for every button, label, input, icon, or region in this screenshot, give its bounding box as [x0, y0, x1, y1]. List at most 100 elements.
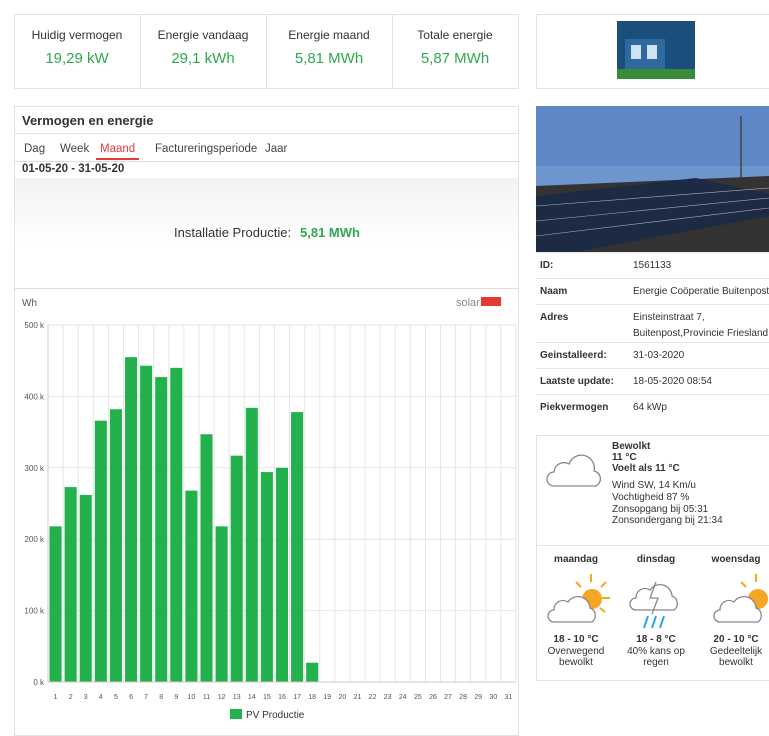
legend-swatch [230, 709, 242, 719]
x-tick-label: 31 [505, 694, 513, 701]
x-tick-label: 21 [354, 694, 362, 701]
bar [170, 368, 182, 682]
info-label: Adres [540, 312, 568, 323]
x-tick-label: 3 [84, 694, 88, 701]
tab[interactable]: Week [60, 143, 89, 155]
forecast-desc: regen [616, 657, 696, 668]
x-tick-label: 1 [54, 694, 58, 701]
stat-value: 5,87 MWh [392, 50, 518, 67]
divider [14, 133, 519, 134]
x-tick-label: 4 [99, 694, 103, 701]
bar [261, 472, 273, 682]
info-value: 64 kWp [633, 402, 667, 413]
x-tick-label: 24 [399, 694, 407, 701]
bar [65, 487, 77, 682]
bar [125, 357, 137, 682]
tab[interactable]: Maand [96, 143, 139, 160]
site-photo [536, 106, 769, 252]
forecast-desc: bewolkt [536, 657, 616, 668]
logo-box [536, 14, 769, 89]
x-tick-label: 25 [414, 694, 422, 701]
y-tick-label: 500 k [24, 321, 45, 330]
x-tick-label: 29 [474, 694, 482, 701]
x-tick-label: 16 [278, 694, 286, 701]
forecast-desc: bewolkt [696, 657, 769, 668]
x-tick-label: 14 [248, 694, 256, 701]
panel-title: Vermogen en energie [22, 113, 154, 128]
x-tick-label: 12 [218, 694, 226, 701]
weather-line: Vochtigheid 87 % [612, 492, 689, 503]
x-tick-label: 27 [444, 694, 452, 701]
stat-divider [140, 14, 141, 89]
bar [231, 456, 243, 682]
x-tick-label: 26 [429, 694, 437, 701]
info-value: 1561133 [633, 260, 671, 271]
weather-line: Zonsopgang bij 05:31 [612, 504, 708, 515]
y-tick-label: 100 k [24, 607, 45, 616]
bar [246, 408, 258, 682]
stat-label: Huidig vermogen [14, 28, 140, 42]
weather-line: 11 °C [612, 452, 637, 463]
x-tick-label: 10 [188, 694, 196, 701]
page: {"header":{"stats":[{"label":"Huidig ver… [0, 0, 769, 729]
divider [536, 545, 769, 546]
stat-value: 19,29 kW [14, 50, 140, 67]
stat-label: Energie maand [266, 28, 392, 42]
info-label: Piekvermogen [540, 402, 608, 413]
tab[interactable]: Dag [24, 143, 45, 155]
info-label: Naam [540, 286, 567, 297]
stat-value: 29,1 kWh [140, 50, 266, 67]
x-tick-label: 19 [323, 694, 331, 701]
y-tick-label: 200 k [24, 535, 45, 544]
bar [216, 526, 228, 682]
date-range: 01-05-20 - 31-05-20 [22, 163, 124, 175]
forecast-desc: Gedeeltelijk [696, 646, 769, 657]
chart: Wh0 k100 k200 k300 k400 k500 k1234567891… [14, 289, 519, 729]
x-tick-label: 18 [308, 694, 316, 701]
tab[interactable]: Jaar [265, 143, 287, 155]
stat-divider [392, 14, 393, 89]
legend-label: PV Productie [246, 710, 305, 721]
info-label: ID: [540, 260, 553, 271]
bar [200, 434, 212, 682]
stat-label: Energie vandaag [140, 28, 266, 42]
info-value: Einsteinstraat 7, [633, 312, 705, 323]
bar [95, 421, 107, 682]
x-tick-label: 9 [174, 694, 178, 701]
x-tick-label: 28 [459, 694, 467, 701]
cloud-icon [544, 452, 608, 492]
x-tick-label: 5 [114, 694, 118, 701]
bar [140, 366, 152, 682]
info-value: Energie Coöperatie Buitenpost [633, 286, 769, 297]
bar [185, 491, 197, 682]
weather-line: Zonsondergang bij 21:34 [612, 515, 723, 526]
bar [155, 377, 167, 682]
x-tick-label: 7 [144, 694, 148, 701]
weather-line: Wind SW, 14 Km/u [612, 480, 696, 491]
x-tick-label: 13 [233, 694, 241, 701]
site-logo [617, 21, 695, 79]
bar [50, 526, 62, 682]
info-value: Buitenpost,Provincie Friesland, [633, 328, 769, 339]
stat-label: Totale energie [392, 28, 518, 42]
x-tick-label: 15 [263, 694, 271, 701]
y-axis-label: Wh [22, 298, 37, 309]
stat-value: 5,81 MWh [266, 50, 392, 67]
info-label: Geinstalleerd: [540, 350, 607, 361]
bar [110, 409, 122, 682]
x-tick-label: 17 [293, 694, 301, 701]
info-label: Laatste update: [540, 376, 614, 387]
x-tick-label: 30 [489, 694, 497, 701]
bar [306, 663, 318, 682]
x-tick-label: 8 [159, 694, 163, 701]
weather-line: Voelt als 11 °C [612, 463, 680, 474]
tab[interactable]: Factureringsperiode [155, 143, 257, 155]
info-value: 18-05-2020 08:54 [633, 376, 712, 387]
x-tick-label: 20 [338, 694, 346, 701]
weather-line: Bewolkt [612, 441, 650, 452]
divider [14, 161, 519, 162]
x-tick-label: 22 [369, 694, 377, 701]
forecast-day: woensdag [696, 554, 769, 565]
info-value: 31-03-2020 [633, 350, 684, 361]
x-tick-label: 23 [384, 694, 392, 701]
